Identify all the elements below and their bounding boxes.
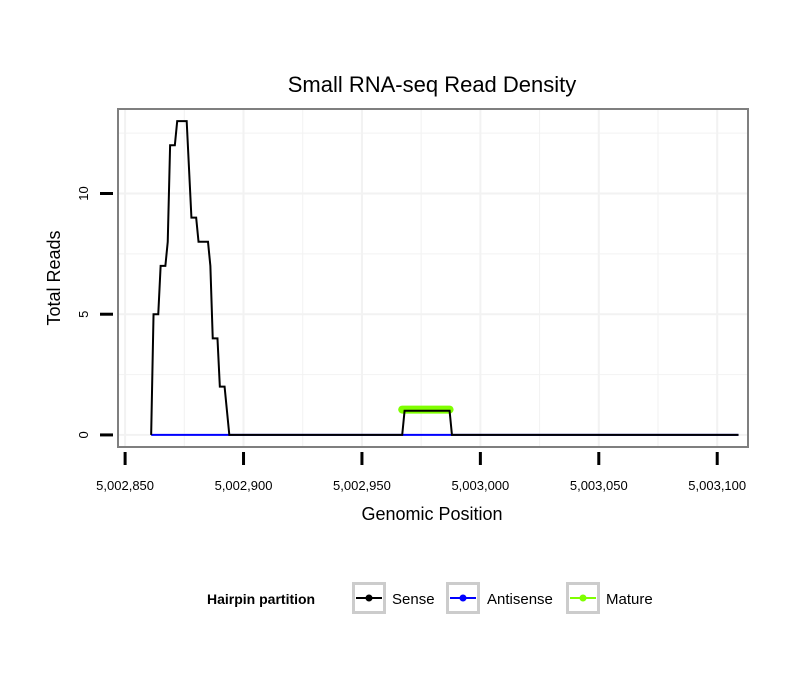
y-axis: 0 5 10 [76,186,113,439]
legend-label-mature: Mature [606,591,653,608]
legend-label-sense: Sense [392,591,435,608]
y-tick-label: 5 [76,311,91,318]
plot-panel [118,109,748,447]
x-tick-label: 5,003,050 [570,478,628,493]
legend-key-point [579,594,587,602]
data-series [150,120,739,436]
legend-key-point [459,594,467,602]
y-axis-label: Total Reads [44,230,64,325]
x-tick-label: 5,002,900 [215,478,273,493]
x-tick-label: 5,003,000 [451,478,509,493]
chart-title: Small RNA-seq Read Density [288,72,577,97]
legend-title: Hairpin partition [207,591,315,607]
legend-item-antisense: Antisense [446,582,553,614]
sense-series-line [150,120,739,436]
legend: Hairpin partition Sense Antisense Mature [207,582,653,614]
legend-label-antisense: Antisense [487,591,553,608]
legend-item-mature: Mature [566,582,653,614]
x-axis-label: Genomic Position [361,504,502,524]
legend-key-point [365,594,373,602]
x-axis: 5,002,850 5,002,900 5,002,950 5,003,000 5,00… [96,452,746,493]
y-tick-label: 0 [76,431,91,438]
plot-border [117,108,749,448]
y-tick-label: 10 [76,186,91,200]
legend-item-sense: Sense [352,582,435,614]
legend-items: Sense Antisense Mature [352,582,653,614]
x-tick-label: 5,003,100 [688,478,746,493]
x-tick-label: 5,002,950 [333,478,391,493]
grid-lines [118,109,748,447]
x-tick-label: 5,002,850 [96,478,154,493]
